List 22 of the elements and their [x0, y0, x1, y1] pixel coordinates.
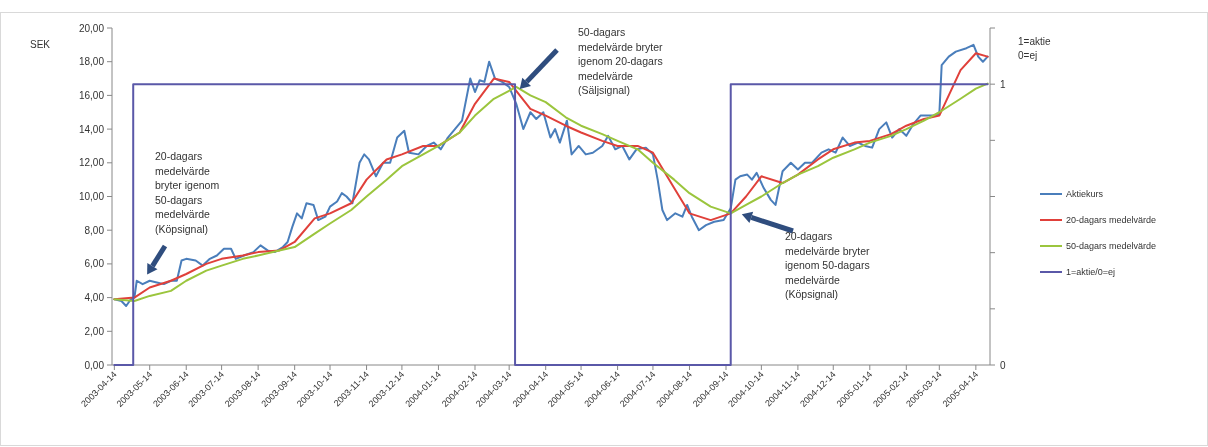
y2-tick-label: 1	[1000, 78, 1006, 90]
legend-label: 50-dagars medelvärde	[1066, 241, 1157, 252]
y-axis-title: SEK	[30, 39, 51, 50]
annotation: 20-dagars medelvärde bryter igenom 50-dagars medelvärde (Köpsignal)	[155, 150, 220, 235]
y-tick-label: 20,00	[78, 22, 105, 34]
y-tick-label: 18,00	[78, 56, 105, 68]
y-tick-label: 2,00	[84, 325, 105, 337]
y-tick-label: 4,00	[84, 292, 105, 304]
y-tick-label: 14,00	[78, 123, 105, 135]
annotation: 20-dagars medelvärde bryter igenom 50-dagars medelvärde (Köpsignal)	[785, 230, 871, 300]
y-tick-label: 10,00	[78, 191, 105, 202]
y-tick-label: 16,00	[78, 89, 105, 101]
y2-axis-title: 1=aktie 0=ej	[1018, 36, 1051, 61]
annotation: 50-dagars medelvärde bryter igenom 20-dagars medelvärde (Säljsignal)	[578, 26, 664, 96]
y-tick-label: 0,00	[84, 359, 105, 371]
y-tick-label: 6,00	[84, 258, 105, 270]
y2-tick-label: 0	[1000, 359, 1006, 371]
y-tick-label: 12,00	[78, 157, 105, 169]
legend-label: Aktiekurs	[1066, 189, 1104, 200]
legend-label: 1=aktie/0=ej	[1066, 267, 1116, 278]
legend-label: 20-dagars medelvärde	[1066, 215, 1157, 226]
y-tick-label: 8,00	[84, 224, 105, 236]
